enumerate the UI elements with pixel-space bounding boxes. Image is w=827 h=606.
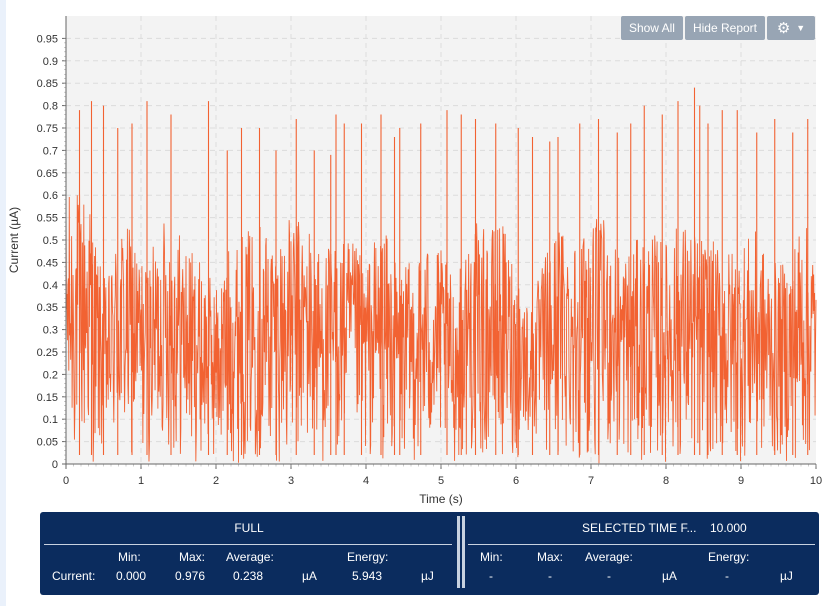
selected-min-header: Min:	[480, 550, 503, 564]
full-min-value: 0.000	[116, 569, 147, 583]
y-tick-label: 0.2	[43, 369, 58, 381]
selected-header-divider	[468, 544, 815, 545]
y-tick-label: 0.5	[43, 235, 58, 247]
show-all-button[interactable]: Show All	[620, 16, 683, 40]
y-tick-label: 0.55	[37, 213, 58, 225]
y-tick-label: 0.85	[37, 78, 58, 90]
x-tick-label: 9	[738, 475, 744, 487]
y-tick-label: 0.95	[37, 33, 58, 45]
full-energy-unit: µJ	[421, 569, 434, 583]
hide-report-button[interactable]: Hide Report	[684, 16, 765, 40]
y-tick-label: 0.25	[37, 347, 58, 359]
x-tick-label: 10	[810, 475, 822, 487]
left-panel-edge	[0, 0, 6, 606]
y-tick-label: 0.75	[37, 123, 58, 135]
chart-toolbar: Show All Hide Report ⚙ ▼	[620, 16, 815, 40]
x-tick-label: 4	[363, 475, 369, 487]
selected-max-header: Max:	[537, 550, 564, 564]
section-separator-right[interactable]	[462, 516, 465, 588]
caret-down-icon: ▼	[796, 22, 806, 33]
x-tick-label: 6	[513, 475, 519, 487]
y-tick-label: 0.35	[37, 302, 58, 314]
current-trace	[65, 194, 817, 464]
selected-energy-unit: µJ	[780, 569, 793, 583]
full-average-unit: µA	[302, 569, 317, 583]
x-tick-label: 1	[138, 475, 144, 487]
x-tick-label: 3	[288, 475, 294, 487]
current-chart[interactable]: 0 0.05 0.1 0.15 0.2 0.25 0.3 0.35 0.4 0.45 0.5 0.55…	[0, 0, 827, 510]
full-min-header: Min:	[118, 550, 141, 564]
gear-icon: ⚙	[776, 19, 791, 37]
y-tick-label: 0.15	[37, 392, 58, 404]
selected-max-value: -	[548, 569, 552, 583]
current-row-label: Current:	[52, 569, 96, 583]
x-tick-label: 8	[663, 475, 669, 487]
selected-average-unit: µA	[662, 569, 677, 583]
data-trace	[65, 87, 817, 464]
axes: 0 0.05 0.1 0.15 0.2 0.25 0.3 0.35 0.4 0.45 0.5 0.55…	[37, 16, 822, 487]
y-tick-label: 0.65	[37, 168, 58, 180]
selected-average-header: Average:	[585, 550, 633, 564]
x-tick-label: 2	[213, 475, 219, 487]
y-tick-label: 0.6	[43, 190, 58, 202]
full-header-divider	[44, 544, 452, 545]
selected-energy-value: -	[725, 569, 729, 583]
full-max-value: 0.976	[175, 569, 206, 583]
selected-section-title: SELECTED TIME F...	[582, 521, 697, 535]
x-tick-label: 7	[588, 475, 594, 487]
report-panel: FULL SELECTED TIME F... 10.000 Min: Max:…	[40, 512, 819, 595]
settings-menu-button[interactable]: ⚙ ▼	[767, 16, 815, 40]
x-axis-title: Time (s)	[419, 492, 463, 506]
selected-duration: 10.000	[710, 521, 747, 535]
y-tick-label: 0.45	[37, 257, 58, 269]
full-energy-header: Energy:	[347, 550, 389, 564]
selected-average-value: -	[607, 569, 611, 583]
y-tick-label: 0.9	[43, 56, 58, 68]
full-average-header: Average:	[226, 550, 274, 564]
full-average-value: 0.238	[233, 569, 264, 583]
x-tick-label: 5	[438, 475, 444, 487]
y-tick-label: 0.3	[43, 325, 58, 337]
y-axis-title: Current (µA)	[7, 207, 21, 273]
y-tick-label: 0	[52, 459, 58, 471]
full-section-title: FULL	[234, 521, 264, 535]
y-tick-label: 0.7	[43, 145, 58, 157]
selected-min-value: -	[489, 569, 493, 583]
y-tick-label: 0.05	[37, 437, 58, 449]
y-tick-label: 0.1	[43, 414, 58, 426]
x-tick-label: 0	[63, 475, 69, 487]
selected-energy-header: Energy:	[708, 550, 750, 564]
full-energy-value: 5.943	[352, 569, 383, 583]
y-tick-label: 0.8	[43, 101, 58, 113]
y-tick-label: 0.4	[43, 280, 58, 292]
full-max-header: Max:	[179, 550, 206, 564]
section-separator-left[interactable]	[457, 516, 460, 588]
